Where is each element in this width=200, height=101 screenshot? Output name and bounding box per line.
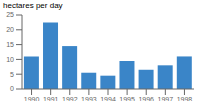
svg-text:20: 20 [8, 26, 14, 33]
svg-text:1996: 1996 [138, 96, 154, 101]
svg-text:15: 15 [8, 41, 14, 48]
svg-text:0: 0 [10, 85, 14, 92]
svg-text:1992: 1992 [62, 96, 78, 101]
svg-text:1997: 1997 [158, 96, 174, 101]
svg-text:10: 10 [8, 56, 14, 63]
svg-text:1998: 1998 [177, 96, 192, 101]
svg-text:1993: 1993 [81, 96, 97, 101]
svg-text:5: 5 [10, 71, 14, 78]
svg-text:1995: 1995 [119, 96, 135, 101]
svg-text:1990: 1990 [24, 96, 40, 101]
html-text:hectares per day: hectares per day [3, 1, 63, 10]
svg-text:1991: 1991 [43, 96, 59, 101]
svg-text:1994: 1994 [100, 96, 116, 101]
svg-text:25: 25 [8, 11, 14, 18]
